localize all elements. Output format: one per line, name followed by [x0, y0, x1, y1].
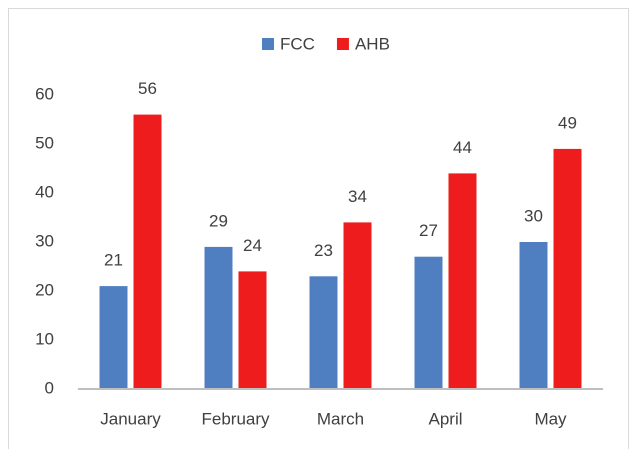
bar: [99, 286, 128, 389]
bar: [238, 271, 267, 389]
x-tick-label: January: [100, 409, 161, 428]
bar: [414, 256, 443, 389]
x-tick-label: May: [534, 409, 567, 428]
y-tick-label: 20: [35, 280, 54, 299]
legend-swatch: [336, 38, 349, 50]
x-tick-label: March: [317, 409, 364, 428]
y-tick-label: 0: [45, 378, 54, 397]
y-tick-label: 50: [35, 133, 54, 152]
data-label: 56: [138, 79, 157, 98]
data-label: 21: [104, 251, 123, 270]
y-tick-label: 60: [35, 84, 54, 103]
data-label: 49: [558, 113, 577, 132]
x-tick-label: February: [201, 409, 270, 428]
data-label: 34: [348, 187, 367, 206]
bar: [133, 114, 162, 389]
data-label: 29: [209, 211, 228, 230]
bar: [309, 276, 338, 389]
bar: [343, 222, 372, 389]
bar: [448, 173, 477, 389]
y-tick-label: 30: [35, 231, 54, 250]
x-tick-label: April: [428, 409, 462, 428]
bar: [204, 246, 233, 389]
y-tick-label: 40: [35, 182, 54, 201]
legend-label: FCC: [280, 34, 315, 53]
bar: [553, 148, 582, 389]
data-label: 23: [314, 241, 333, 260]
legend-label: AHB: [355, 34, 390, 53]
legend-swatch: [262, 38, 274, 50]
chart-border: [8, 8, 629, 449]
y-tick-label: 10: [35, 329, 54, 348]
data-label: 24: [243, 236, 262, 255]
data-label: 44: [453, 138, 472, 157]
data-label: 27: [419, 221, 438, 240]
bar: [519, 242, 548, 389]
data-label: 30: [524, 206, 543, 225]
